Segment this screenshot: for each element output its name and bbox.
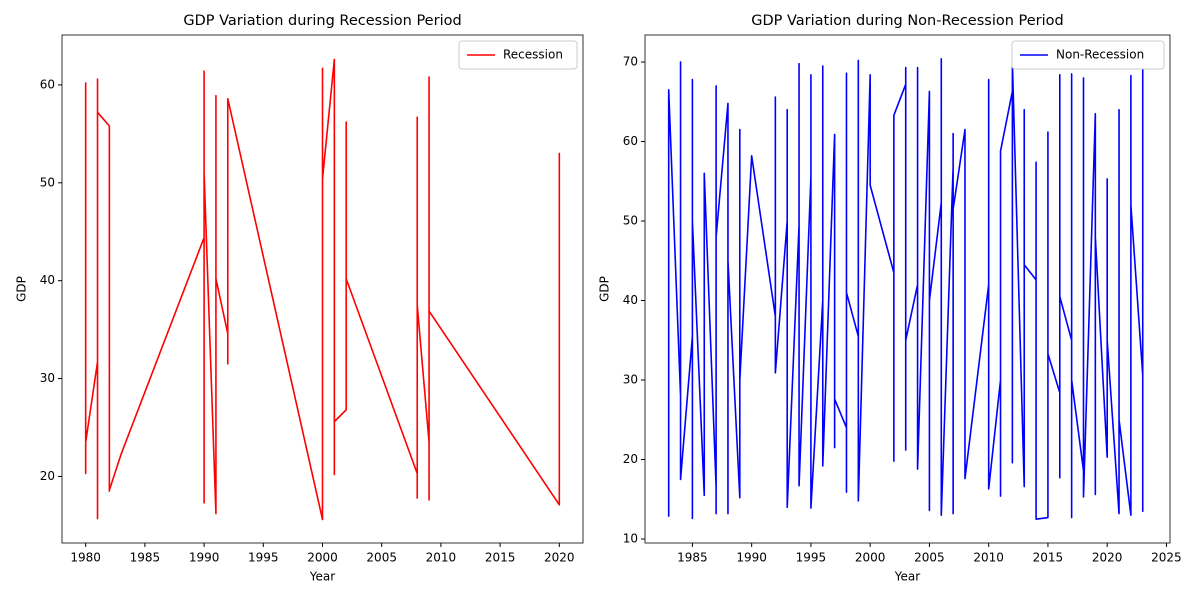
data-line [667,58,1144,520]
x-tick-label: 1995 [796,551,827,565]
legend-box [1011,40,1165,70]
y-tick-label: 70 [623,55,638,69]
x-tick-label: 2015 [485,551,516,565]
x-tick-label: 2005 [366,551,397,565]
x-axis-label: Year [309,570,335,584]
y-tick-label: 20 [40,469,55,483]
plot-frame [644,34,1171,544]
y-tick-label: 40 [40,273,55,287]
y-tick-label: 20 [623,452,638,466]
y-axis-label: GDP [15,276,29,302]
x-axis-label: Year [894,570,920,584]
data-line [84,58,561,521]
x-tick-label: 2020 [544,551,575,565]
y-tick-label: 60 [40,77,55,91]
x-tick-label: 1985 [130,551,161,565]
y-tick-label: 60 [623,134,638,148]
x-tick-label: 2000 [855,551,886,565]
chart-title: GDP Variation during Recession Period [183,13,461,29]
chart-title: GDP Variation during Non-Recession Perio… [751,13,1063,29]
y-tick-label: 50 [40,175,55,189]
legend-box [458,40,578,70]
x-tick-label: 2015 [1033,551,1064,565]
x-tick-label: 2020 [1092,551,1123,565]
x-tick-label: 1990 [736,551,767,565]
y-tick-label: 30 [40,371,55,385]
x-tick-label: 1980 [70,551,101,565]
legend-label: Non-Recession [1056,48,1144,62]
y-axis-label: GDP [598,276,612,302]
legend-label: Recession [503,48,563,62]
y-tick-label: 40 [623,293,638,307]
plot-frame [61,34,584,544]
x-tick-label: 2005 [914,551,945,565]
x-tick-label: 2000 [307,551,338,565]
x-tick-label: 1985 [677,551,708,565]
x-tick-label: 2025 [1151,551,1182,565]
y-tick-label: 50 [623,214,638,228]
x-tick-label: 1995 [248,551,279,565]
y-tick-label: 30 [623,373,638,387]
y-tick-label: 10 [623,532,638,546]
x-tick-label: 2010 [426,551,457,565]
x-tick-label: 2010 [973,551,1004,565]
x-tick-label: 1990 [189,551,220,565]
